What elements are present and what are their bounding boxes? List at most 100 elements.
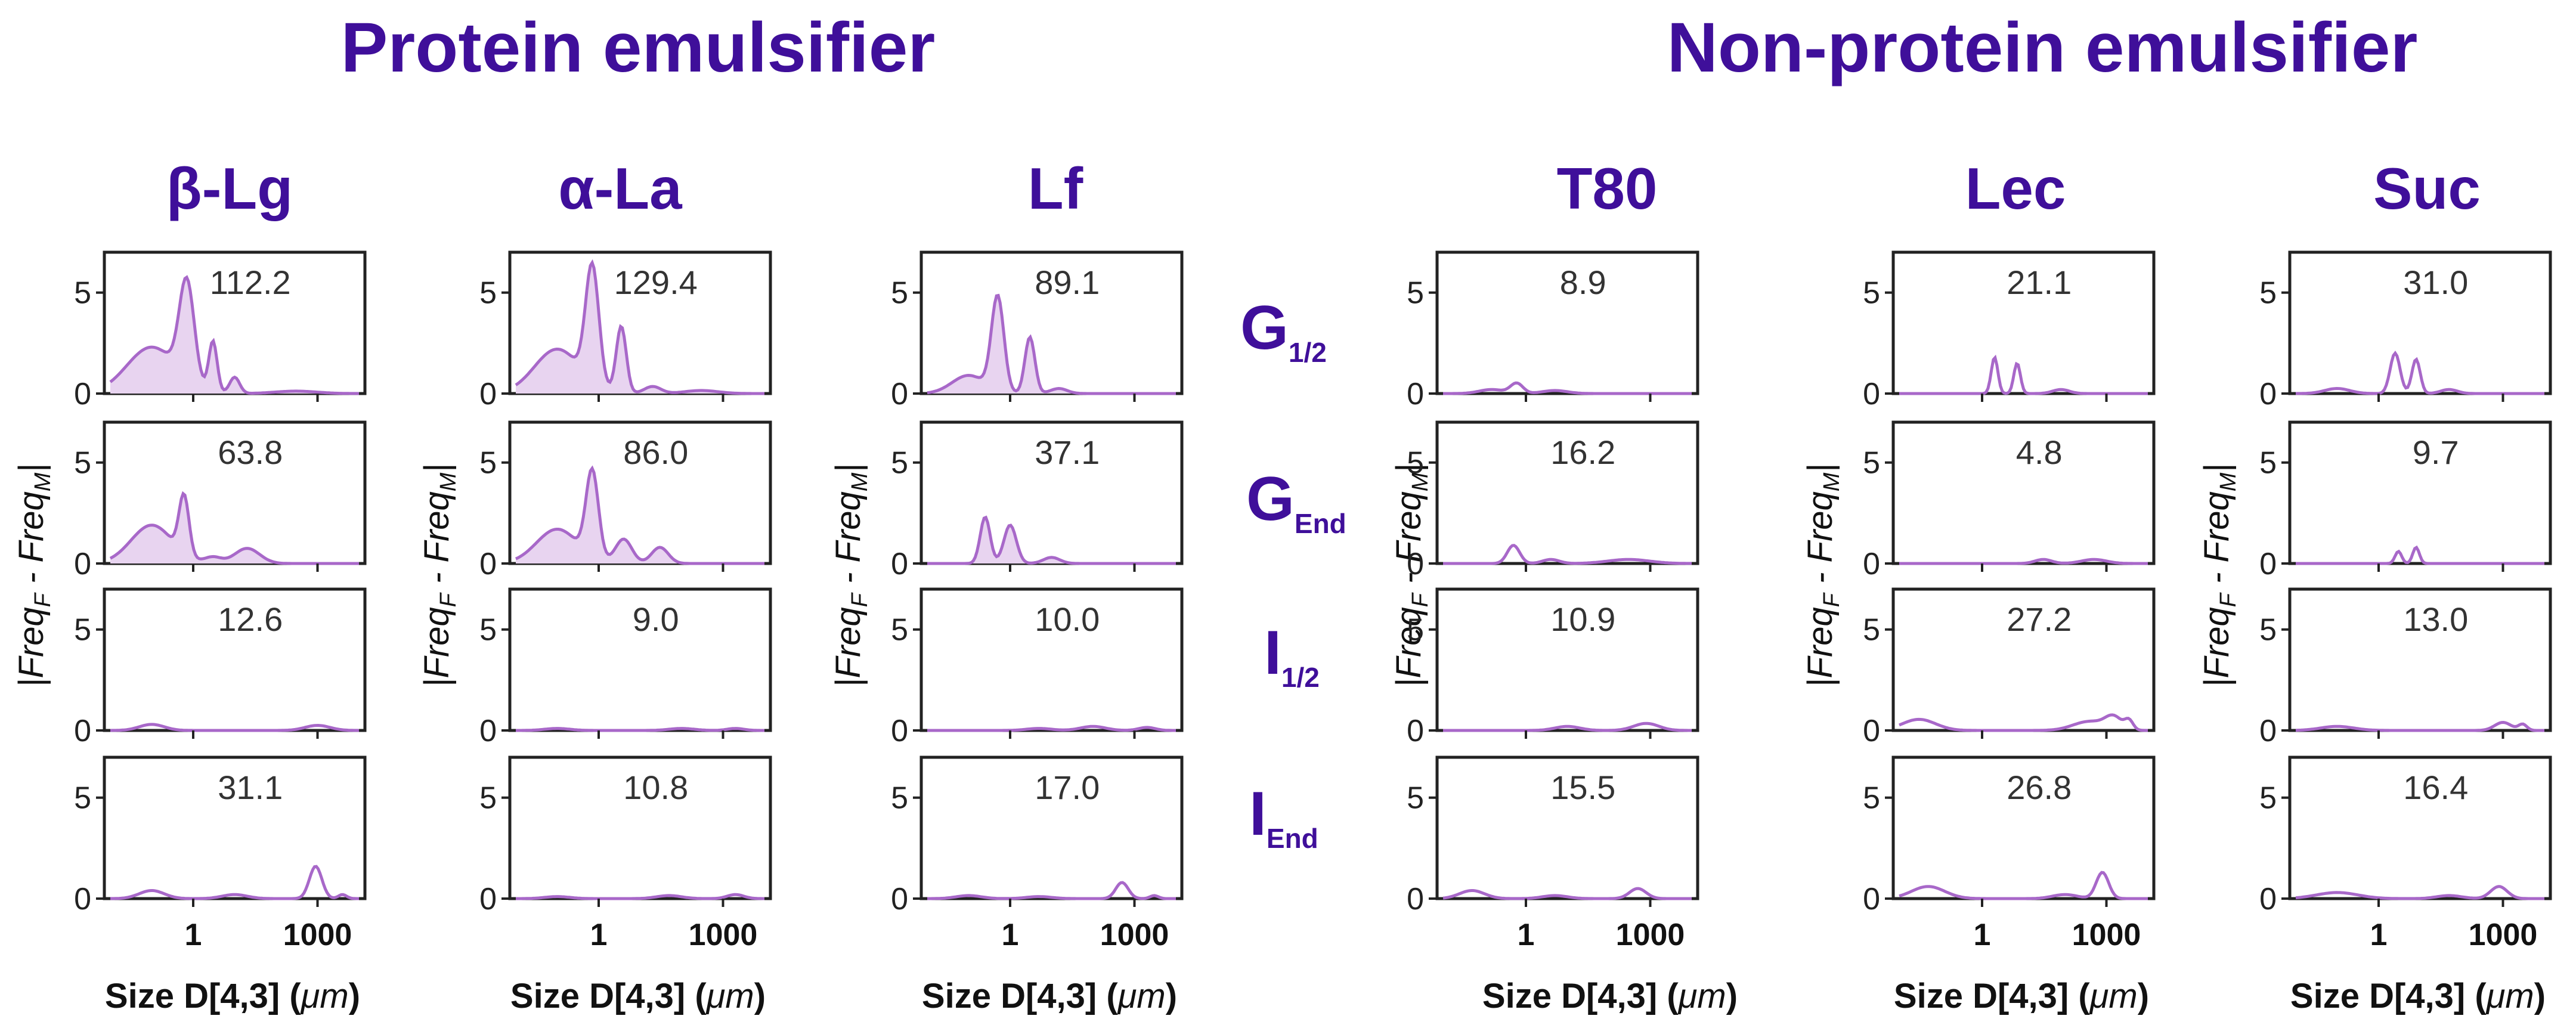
panel-value: 8.9 [1560, 264, 1606, 301]
y-tick-label: 5 [2259, 446, 2277, 481]
panel-value: 9.0 [633, 600, 679, 638]
series-fill [110, 277, 359, 394]
y-tick-label: 0 [1407, 377, 1424, 411]
series-line [927, 881, 1176, 900]
y-tick-label: 0 [1863, 714, 1880, 748]
x-tick-label: 1 [185, 918, 202, 952]
x-axis-label-col-4: Size D[4,3] (μm) [1894, 977, 2149, 1015]
y-tick-label: 0 [2259, 377, 2277, 411]
x-tick-label: 1000 [2072, 918, 2141, 952]
svg-text:|FreqF - FreqM|: |FreqF - FreqM| [417, 463, 461, 687]
series-line [1443, 544, 1692, 565]
panel-b-lg-g-end: 0 5 63.8 [74, 420, 367, 581]
panel-value: 12.6 [218, 600, 283, 638]
panel-lec-g-half: 0 5 21.1 [1863, 250, 2156, 411]
panel-lec-i-end: 0 5 1 1000 26.8 [1863, 755, 2156, 952]
panel-frame [1435, 755, 1699, 900]
panel-frame [1891, 420, 2156, 565]
panel-t80-g-end: 0 5 16.2 [1407, 420, 1699, 581]
x-axis-label-col-0: Size D[4,3] (μm) [105, 977, 360, 1015]
y-tick-label: 5 [479, 613, 497, 648]
y-tick-label: 0 [2259, 714, 2277, 748]
panel-frame [508, 755, 772, 900]
x-tick-label: 1000 [1100, 918, 1169, 952]
y-axis-label-col-0: |FreqF - FreqM| [12, 463, 55, 687]
y-tick-label: 0 [891, 882, 908, 916]
row-label-g-half: G1/2 [1240, 293, 1327, 368]
panel-frame [919, 250, 1184, 395]
y-tick-label: 0 [1863, 547, 1880, 581]
y-tick-label: 5 [2259, 613, 2277, 648]
y-tick-label: 0 [479, 547, 497, 581]
series-line [516, 727, 764, 732]
series-line [516, 893, 764, 900]
y-axis-label-col-5: |FreqF - FreqM| [2197, 463, 2241, 687]
y-tick-label: 5 [1863, 446, 1880, 481]
panel-frame [1435, 250, 1699, 395]
panel-value: 13.0 [2403, 600, 2468, 638]
panel-value: 37.1 [1035, 434, 1100, 471]
panel-frame [919, 420, 1184, 565]
y-tick-label: 0 [1407, 547, 1424, 581]
series-fill [516, 468, 764, 563]
y-axis-label-col-4: |FreqF - FreqM| [1801, 463, 1844, 687]
panel-frame [103, 587, 367, 732]
y-tick-label: 0 [891, 714, 908, 748]
panel-lf-g-end: 0 5 37.1 [891, 420, 1184, 581]
x-tick-label: 1 [590, 918, 608, 952]
panel-frame [2288, 420, 2552, 565]
column-title-a-la: α-La [558, 156, 683, 221]
y-tick-label: 0 [1863, 377, 1880, 411]
column-title-b-lg: β-Lg [166, 156, 293, 221]
column-title-suc: Suc [2373, 156, 2481, 221]
svg-text:|FreqF - FreqM|: |FreqF - FreqM| [1801, 463, 1844, 687]
y-axis-label-col-2: |FreqF - FreqM| [829, 463, 872, 687]
panel-lf-i-end: 0 5 1 1000 17.0 [891, 755, 1184, 952]
x-tick-label: 1 [1002, 918, 1019, 952]
series-line [1442, 887, 1692, 900]
x-tick-label: 1 [1974, 918, 1991, 952]
panel-t80-g-half: 05 8.9 [1407, 250, 1699, 411]
y-tick-label: 5 [1407, 276, 1424, 311]
y-tick-label: 5 [479, 276, 497, 311]
panel-value: 31.1 [218, 769, 283, 806]
panel-a-la-g-half: 0 5 129.4 [479, 250, 772, 411]
y-tick-label: 0 [74, 547, 91, 581]
panel-t80-i-end: 0 5 1 1000 15.5 [1407, 755, 1699, 952]
panel-value: 10.8 [623, 769, 688, 806]
y-tick-label: 0 [2259, 882, 2277, 916]
panel-frame [1435, 587, 1699, 732]
panel-value: 31.0 [2403, 264, 2468, 301]
column-title-lec: Lec [1965, 156, 2066, 221]
panel-suc-i-half: 0 5 13.0 [2259, 587, 2552, 748]
x-axis-label-col-1: Size D[4,3] (μm) [510, 977, 766, 1015]
panel-value: 17.0 [1035, 769, 1100, 806]
series-line [2295, 720, 2544, 732]
panel-suc-i-end: 0 5 1 1000 16.4 [2259, 755, 2552, 952]
panel-value: 89.1 [1035, 264, 1100, 301]
series-fill [927, 295, 1176, 394]
y-tick-label: 0 [74, 377, 91, 411]
series-line [110, 723, 360, 732]
panel-value: 9.7 [2413, 434, 2459, 471]
column-title-lf: Lf [1028, 156, 1083, 221]
y-tick-label: 0 [1407, 882, 1424, 916]
panel-frame [1891, 755, 2156, 900]
panel-value: 10.0 [1035, 600, 1100, 638]
y-tick-label: 5 [74, 446, 91, 481]
panel-lec-i-half: 0 5 27.2 [1863, 587, 2156, 748]
y-tick-label: 5 [2259, 781, 2277, 816]
y-axis-label-col-1: |FreqF - FreqM| [417, 463, 461, 687]
panel-value: 21.1 [2007, 264, 2072, 301]
y-tick-label: 0 [2259, 547, 2277, 581]
panel-suc-g-end: 05 9.7 [2259, 420, 2552, 581]
y-axis-label-col-3: |FreqF - FreqM| [1389, 463, 1433, 687]
panel-frame [2288, 587, 2552, 732]
series-line [1899, 713, 2148, 732]
svg-text:|FreqF - FreqM|: |FreqF - FreqM| [1389, 463, 1433, 687]
series-line [515, 259, 764, 395]
series-line [1899, 558, 2148, 565]
y-tick-label: 5 [1407, 446, 1424, 481]
y-tick-label: 0 [479, 882, 497, 916]
